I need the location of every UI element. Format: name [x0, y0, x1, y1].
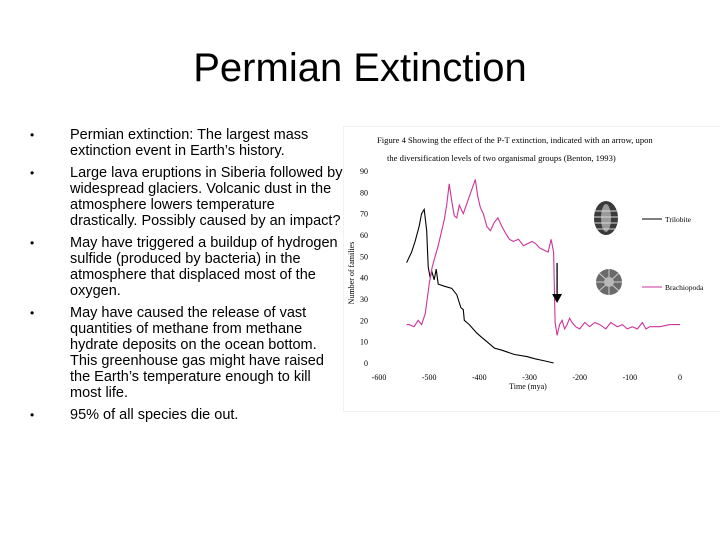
y-tick-label: 50 [360, 252, 368, 261]
bullet-dot: • [30, 306, 35, 320]
y-tick-label: 90 [360, 167, 368, 176]
y-tick-label: 0 [364, 359, 368, 368]
x-tick-label: -600 [372, 373, 387, 382]
y-tick-label: 70 [360, 210, 368, 219]
bullet-item: • Large lava eruptions in Siberia followe… [26, 165, 346, 229]
legend-label-brachiopoda: Brachiopoda [665, 283, 704, 292]
x-tick-label: -400 [472, 373, 487, 382]
x-tick-label: -300 [522, 373, 537, 382]
bullet-text: Large lava eruptions in Siberia followed… [70, 165, 343, 229]
extinction-arrow-icon [552, 263, 563, 303]
y-tick-label: 30 [360, 295, 368, 304]
bullet-text: May have triggered a buildup of hydrogen… [70, 235, 338, 299]
bullet-dot: • [30, 236, 35, 250]
y-tick-label: 80 [360, 188, 368, 197]
series-layer [406, 179, 680, 364]
brachiopod-image [596, 269, 622, 295]
bullet-dot: • [30, 166, 35, 180]
legend-label-trilobite: Trilobite [665, 215, 692, 224]
y-tick-label: 40 [360, 274, 368, 283]
bullet-item: • Permian extinction: The largest mass ex… [26, 127, 346, 159]
x-tick-label: -200 [572, 373, 587, 382]
bullet-item: • May have caused the release of vast qua… [26, 305, 346, 401]
x-tick-labels: -600 -500 -400 -300 -200 -100 0 [372, 373, 682, 382]
y-tick-label: 10 [360, 338, 368, 347]
slide-title: Permian Extinction [193, 46, 527, 90]
bullet-dot: • [30, 128, 35, 142]
bullet-text: May have caused the release of vast quan… [70, 305, 324, 401]
bullet-list: • Permian extinction: The largest mass ex… [26, 127, 346, 429]
bullet-text: Permian extinction: The largest mass ext… [70, 127, 309, 159]
y-tick-label: 20 [360, 316, 368, 325]
trilobite-image [594, 201, 618, 235]
bullet-text: 95% of all species die out. [70, 407, 239, 423]
x-tick-label: -100 [622, 373, 637, 382]
y-tick-labels: 0 10 20 30 40 50 60 70 80 90 [360, 167, 368, 368]
chart-svg: Figure 4 Showing the effect of the P-T e… [347, 135, 704, 391]
chart-title-line-1: Figure 4 Showing the effect of the P-T e… [377, 135, 653, 145]
y-tick-label: 60 [360, 231, 368, 240]
series-line-brachiopoda [406, 179, 680, 336]
bullet-item: • May have triggered a buildup of hydroge… [26, 235, 346, 299]
arrow-head [552, 294, 563, 303]
series-line-trilobite [406, 207, 554, 364]
bullet-item: • 95% of all species die out. [26, 407, 346, 423]
bullet-dot: • [30, 408, 35, 422]
extinction-figure: Figure 4 Showing the effect of the P-T e… [343, 126, 720, 412]
chart-ylabel: Number of families [347, 242, 356, 305]
x-tick-label: 0 [678, 373, 682, 382]
x-tick-label: -500 [422, 373, 437, 382]
chart-title-line-2: the diversification levels of two organi… [387, 153, 616, 163]
chart-xlabel: Time (mya) [509, 382, 547, 391]
